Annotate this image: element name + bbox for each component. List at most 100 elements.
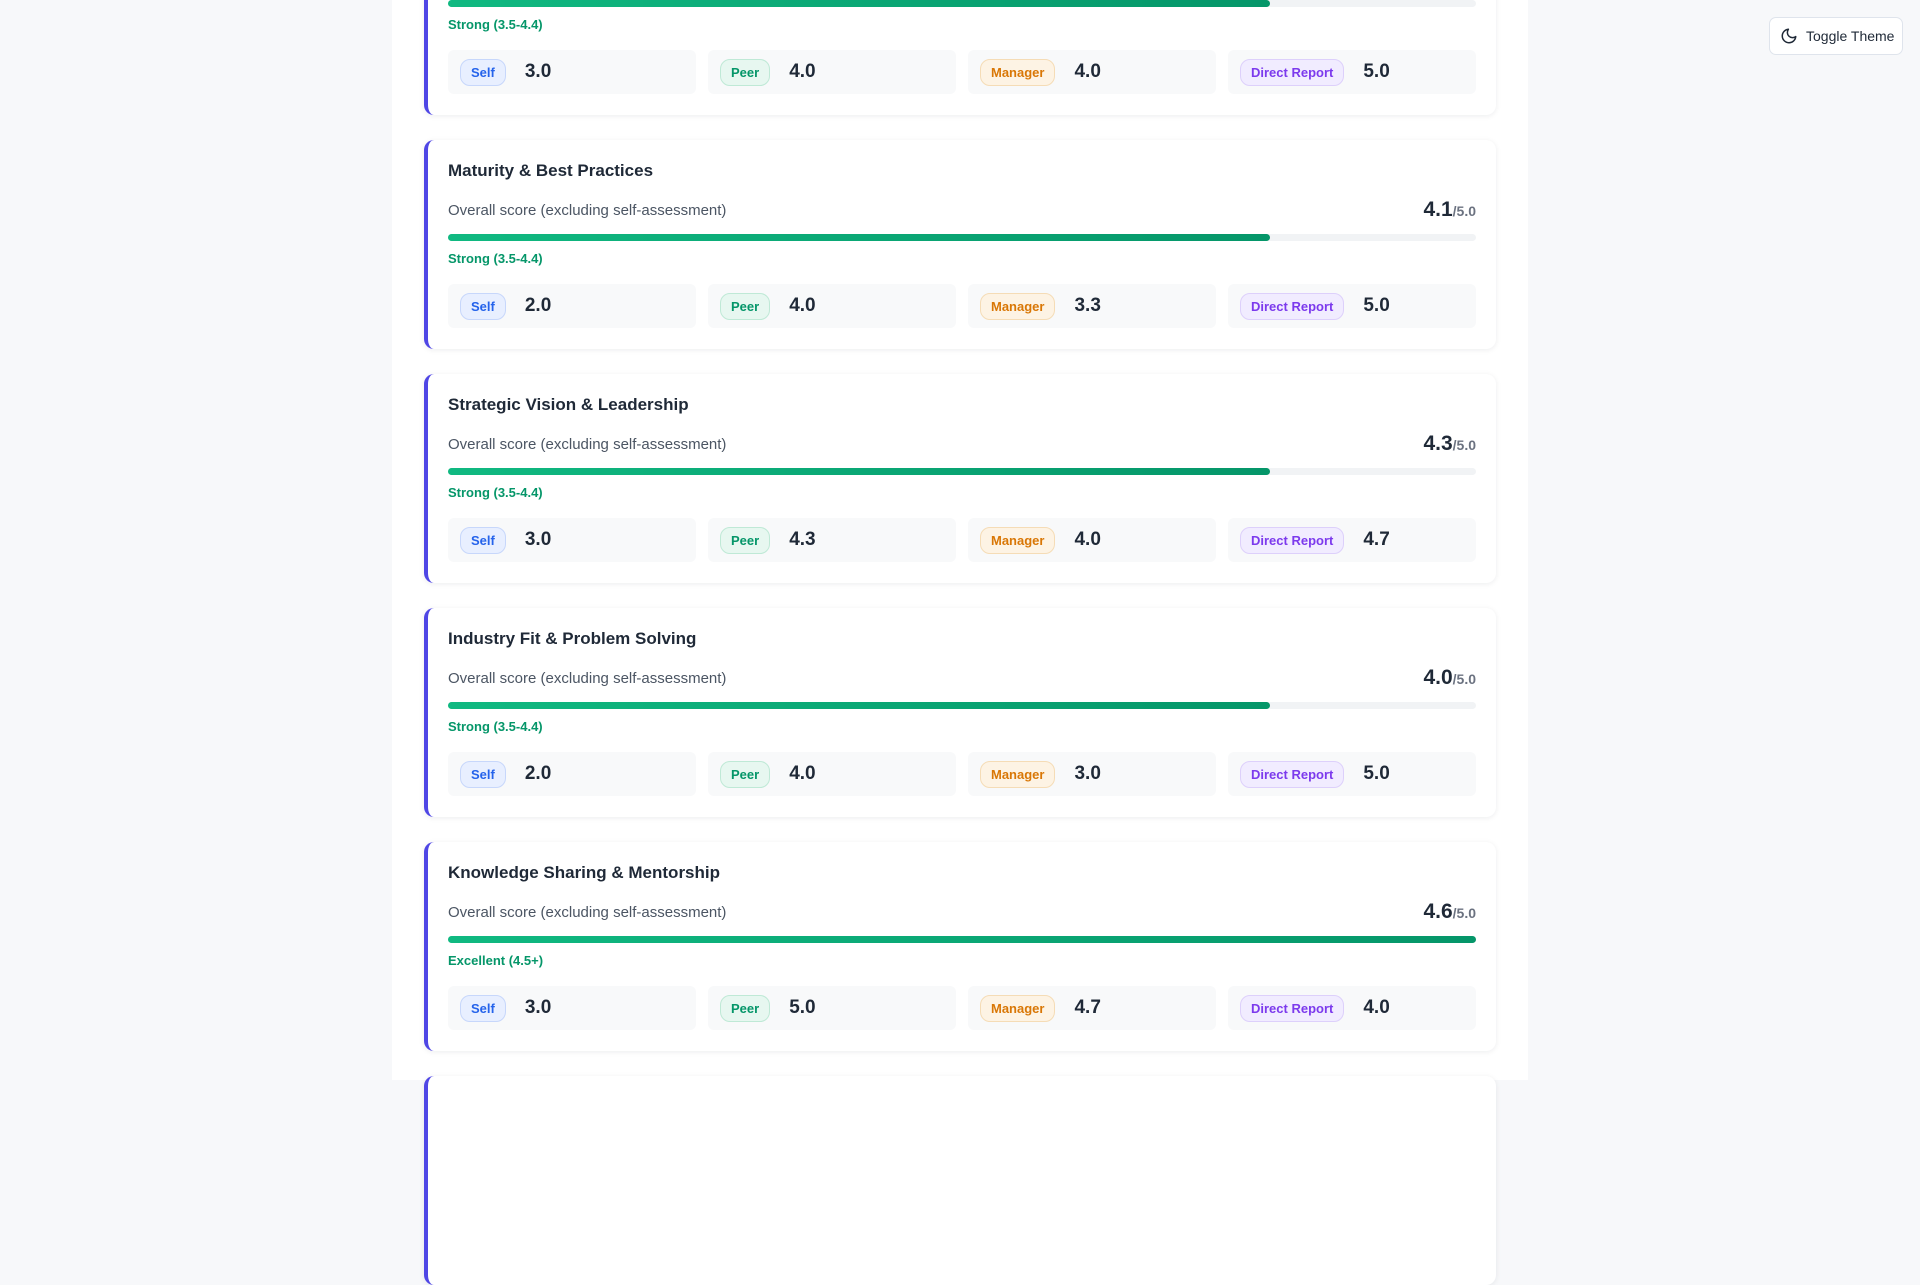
rater-score-manager: Manager 4.0 — [968, 50, 1216, 94]
rater-value: 3.0 — [524, 61, 552, 82]
competency-card: Industry Fit & Problem Solving Overall s… — [424, 608, 1496, 817]
rater-score-peer: Peer 5.0 — [708, 986, 956, 1030]
rater-score-self: Self 2.0 — [448, 284, 696, 328]
rater-badge-peer: Peer — [720, 292, 771, 320]
competency-card: Knowledge Sharing & Mentorship Overall s… — [424, 842, 1496, 1051]
rater-scores: Self 3.0 Peer 4.3 Manager 4.0 Direct Report 4.7 — [448, 518, 1476, 562]
score-progress-bar — [448, 468, 1476, 475]
moon-icon — [1781, 28, 1797, 44]
rater-score-manager: Manager 4.7 — [968, 986, 1216, 1030]
rater-badge-direct-report: Direct Report — [1240, 760, 1345, 788]
rater-badge-self: Self — [460, 58, 506, 86]
rater-value: 4.0 — [1074, 61, 1101, 82]
rater-score-direct-report: Direct Report 5.0 — [1228, 50, 1476, 94]
rater-score-peer: Peer 4.0 — [708, 752, 956, 796]
rater-badge-peer: Peer — [720, 58, 771, 86]
rater-badge-self: Self — [460, 994, 506, 1022]
overall-label: Overall score (excluding self-assessment… — [448, 202, 727, 219]
toggle-theme-label: Toggle Theme — [1806, 28, 1895, 44]
rater-score-direct-report: Direct Report 4.7 — [1228, 518, 1476, 562]
score-max: /5.0 — [1452, 905, 1476, 921]
rater-badge-manager: Manager — [980, 526, 1056, 554]
overall-score: 4.3/5.0 — [1423, 432, 1476, 456]
rater-badge-self: Self — [460, 760, 506, 788]
rater-value: 3.3 — [1074, 295, 1101, 316]
rater-score-self: Self 2.0 — [448, 752, 696, 796]
competency-card: Overall score (excluding self-assessment… — [424, 0, 1496, 115]
score-progress-fill — [448, 0, 1271, 7]
rater-badge-self: Self — [460, 292, 506, 320]
rater-score-peer: Peer 4.0 — [708, 284, 956, 328]
rater-value: 5.0 — [1363, 763, 1390, 784]
rater-score-self: Self 3.0 — [448, 986, 696, 1030]
competency-card: Maturity & Best Practices Overall score … — [424, 140, 1496, 349]
competency-title: Maturity & Best Practices — [448, 161, 654, 180]
score-progress-fill — [448, 936, 1476, 943]
score-max: /5.0 — [1452, 671, 1476, 687]
rater-score-manager: Manager 3.0 — [968, 752, 1216, 796]
rater-scores: Self 2.0 Peer 4.0 Manager 3.3 Direct Report 5.0 — [448, 284, 1476, 328]
score-max: /5.0 — [1452, 437, 1476, 453]
competency-title: Strategic Vision & Leadership — [448, 395, 689, 414]
rater-value: 3.0 — [524, 529, 552, 550]
score-progress-bar — [448, 0, 1476, 7]
rater-score-manager: Manager 4.0 — [968, 518, 1216, 562]
rater-value: 4.0 — [789, 763, 816, 784]
overall-score: 4.1/5.0 — [1423, 198, 1476, 222]
rater-badge-direct-report: Direct Report — [1240, 994, 1345, 1022]
rater-value: 4.3 — [789, 529, 816, 550]
rater-value: 4.7 — [1363, 529, 1390, 550]
rater-badge-self: Self — [460, 526, 506, 554]
score-progress-bar — [448, 234, 1476, 241]
rater-badge-peer: Peer — [720, 994, 771, 1022]
score-progress-bar — [448, 702, 1476, 709]
tier-label: Strong (3.5-4.4) — [448, 251, 543, 266]
rater-value: 4.0 — [1363, 997, 1390, 1018]
tier-label: Strong (3.5-4.4) — [448, 485, 543, 500]
competency-title: Industry Fit & Problem Solving — [448, 629, 697, 648]
score-max: /5.0 — [1452, 203, 1476, 219]
rater-value: 3.0 — [524, 997, 552, 1018]
rater-score-peer: Peer 4.0 — [708, 50, 956, 94]
score-value: 4.0 — [1423, 666, 1453, 689]
competency-card — [424, 1076, 1496, 1285]
rater-badge-manager: Manager — [980, 58, 1056, 86]
score-value: 4.6 — [1423, 900, 1453, 923]
overall-label: Overall score (excluding self-assessment… — [448, 436, 727, 453]
rater-value: 3.0 — [1074, 763, 1101, 784]
toggle-theme-button[interactable]: Toggle Theme — [1769, 17, 1903, 55]
overall-label: Overall score (excluding self-assessment… — [448, 670, 727, 687]
rater-badge-direct-report: Direct Report — [1240, 58, 1345, 86]
rater-badge-peer: Peer — [720, 760, 771, 788]
competency-card: Strategic Vision & Leadership Overall sc… — [424, 374, 1496, 583]
rater-scores: Self 3.0 Peer 4.0 Manager 4.0 Direct Report 5.0 — [448, 50, 1476, 94]
rater-value: 4.7 — [1074, 997, 1101, 1018]
rater-score-self: Self 3.0 — [448, 518, 696, 562]
rater-value: 4.0 — [789, 61, 816, 82]
overall-score: 4.6/5.0 — [1423, 900, 1476, 924]
rater-value: 5.0 — [1363, 61, 1390, 82]
score-progress-fill — [448, 468, 1271, 475]
tier-label: Strong (3.5-4.4) — [448, 719, 543, 734]
rater-badge-manager: Manager — [980, 292, 1056, 320]
rater-scores: Self 3.0 Peer 5.0 Manager 4.7 Direct Report 4.0 — [448, 986, 1476, 1030]
rater-value: 2.0 — [524, 763, 552, 784]
tier-label: Strong (3.5-4.4) — [448, 17, 543, 32]
score-progress-fill — [448, 702, 1271, 709]
rater-value: 4.0 — [1074, 529, 1101, 550]
rater-value: 2.0 — [524, 295, 552, 316]
score-value: 4.3 — [1423, 432, 1453, 455]
score-progress-fill — [448, 234, 1271, 241]
rater-badge-direct-report: Direct Report — [1240, 292, 1345, 320]
rater-score-self: Self 3.0 — [448, 50, 696, 94]
rater-badge-manager: Manager — [980, 994, 1056, 1022]
overall-label: Overall score (excluding self-assessment… — [448, 904, 727, 921]
rater-badge-direct-report: Direct Report — [1240, 526, 1345, 554]
tier-label: Excellent (4.5+) — [448, 953, 544, 968]
rater-value: 5.0 — [789, 997, 816, 1018]
rater-value: 5.0 — [1363, 295, 1390, 316]
competency-title: Knowledge Sharing & Mentorship — [448, 863, 721, 882]
rater-badge-peer: Peer — [720, 526, 771, 554]
rater-score-direct-report: Direct Report 5.0 — [1228, 752, 1476, 796]
rater-score-peer: Peer 4.3 — [708, 518, 956, 562]
